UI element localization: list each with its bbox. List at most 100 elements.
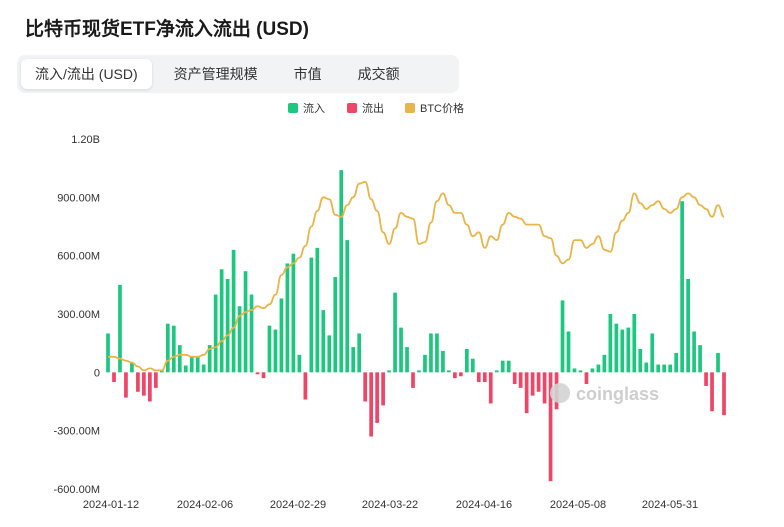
inflow-bar[interactable] (590, 368, 595, 373)
inflow-bar[interactable] (237, 306, 242, 373)
inflow-bar[interactable] (680, 201, 684, 373)
inflow-bar[interactable] (602, 354, 607, 373)
outflow-bar[interactable] (369, 372, 373, 437)
inflow-bar[interactable] (297, 354, 302, 373)
inflow-bar[interactable] (165, 323, 170, 373)
inflow-bar[interactable] (118, 284, 122, 373)
inflow-bar[interactable] (213, 294, 218, 373)
inflow-bar[interactable] (644, 362, 649, 373)
inflow-bar[interactable] (285, 263, 290, 373)
legend-label-outflow[interactable]: 流出 (362, 101, 384, 115)
outflow-bar[interactable] (136, 372, 140, 392)
inflow-bar[interactable] (183, 365, 188, 373)
inflow-bar[interactable] (506, 360, 511, 373)
inflow-bar[interactable] (638, 349, 643, 373)
inflow-bar[interactable] (441, 350, 445, 373)
outflow-bar[interactable] (255, 372, 260, 375)
legend-swatch-inflow[interactable] (288, 103, 298, 113)
inflow-bar[interactable] (327, 335, 332, 373)
inflow-bar[interactable] (578, 370, 583, 373)
inflow-bar[interactable] (417, 370, 421, 373)
inflow-bar[interactable] (130, 362, 134, 373)
inflow-bar[interactable] (231, 249, 236, 373)
legend-label-inflow[interactable]: 流入 (303, 101, 325, 115)
inflow-bar[interactable] (339, 170, 344, 373)
inflow-bar[interactable] (608, 314, 613, 373)
outflow-bar[interactable] (530, 372, 535, 396)
inflow-bar[interactable] (207, 345, 212, 373)
inflow-bar[interactable] (405, 347, 409, 373)
inflow-bar[interactable] (249, 294, 254, 373)
outflow-bar[interactable] (303, 372, 308, 400)
inflow-bar[interactable] (500, 360, 505, 373)
outflow-bar[interactable] (704, 372, 708, 386)
inflow-bar[interactable] (351, 347, 356, 373)
outflow-bar[interactable] (524, 372, 529, 414)
inflow-bar[interactable] (626, 327, 631, 373)
inflow-bar[interactable] (464, 349, 469, 373)
inflow-bar[interactable] (171, 325, 176, 373)
outflow-bar[interactable] (153, 372, 158, 388)
legend-label-btc-price[interactable]: BTC价格 (420, 101, 464, 115)
outflow-bar[interactable] (584, 372, 589, 384)
tab-inflow-outflow[interactable]: 流入/流出 (USD) (21, 59, 152, 89)
inflow-bar[interactable] (429, 333, 433, 373)
inflow-bar[interactable] (393, 292, 397, 373)
outflow-bar[interactable] (459, 372, 463, 377)
inflow-bar[interactable] (357, 333, 362, 373)
inflow-bar[interactable] (189, 356, 194, 373)
outflow-bar[interactable] (375, 372, 379, 423)
inflow-bar[interactable] (566, 331, 571, 373)
inflow-bar[interactable] (447, 370, 451, 373)
inflow-bar[interactable] (267, 325, 272, 373)
inflow-bar[interactable] (219, 269, 224, 373)
inflow-bar[interactable] (560, 300, 565, 373)
outflow-bar[interactable] (124, 372, 128, 398)
inflow-bar[interactable] (225, 279, 230, 373)
legend-swatch-btc-price[interactable] (405, 103, 415, 113)
outflow-bar[interactable] (710, 372, 714, 412)
inflow-bar[interactable] (692, 331, 696, 373)
inflow-bar[interactable] (572, 368, 577, 373)
outflow-bar[interactable] (722, 372, 726, 416)
outflow-bar[interactable] (363, 372, 368, 402)
inflow-bar[interactable] (106, 333, 110, 373)
outflow-bar[interactable] (148, 372, 152, 402)
outflow-bar[interactable] (548, 372, 553, 482)
outflow-bar[interactable] (112, 372, 116, 383)
inflow-bar[interactable] (686, 279, 690, 373)
inflow-bar[interactable] (620, 329, 625, 373)
inflow-bar[interactable] (333, 277, 338, 373)
inflow-bar[interactable] (698, 345, 702, 373)
inflow-bar[interactable] (195, 356, 200, 373)
legend-swatch-outflow[interactable] (347, 103, 357, 113)
inflow-bar[interactable] (243, 271, 248, 373)
inflow-bar[interactable] (387, 370, 391, 373)
outflow-bar[interactable] (476, 372, 481, 383)
inflow-bar[interactable] (399, 327, 403, 373)
tab-volume[interactable]: 成交额 (357, 66, 400, 82)
inflow-bar[interactable] (650, 333, 655, 373)
outflow-bar[interactable] (512, 372, 517, 384)
inflow-bar[interactable] (470, 358, 475, 373)
inflow-bar[interactable] (668, 364, 673, 373)
inflow-bar[interactable] (614, 323, 619, 373)
tab-market-cap[interactable]: 市值 (293, 66, 322, 82)
outflow-bar[interactable] (142, 372, 146, 396)
inflow-bar[interactable] (273, 329, 278, 373)
inflow-bar[interactable] (435, 333, 439, 373)
inflow-bar[interactable] (177, 345, 182, 373)
outflow-bar[interactable] (518, 372, 523, 388)
outflow-bar[interactable] (488, 372, 493, 404)
inflow-bar[interactable] (309, 257, 314, 373)
inflow-bar[interactable] (662, 364, 667, 373)
inflow-bar[interactable] (279, 298, 284, 373)
inflow-bar[interactable] (345, 240, 350, 373)
inflow-bar[interactable] (201, 364, 206, 373)
outflow-bar[interactable] (536, 372, 541, 392)
inflow-bar[interactable] (674, 352, 679, 373)
outflow-bar[interactable] (542, 372, 547, 404)
tab-aum[interactable]: 资产管理规模 (173, 66, 258, 82)
inflow-bar[interactable] (716, 352, 720, 373)
inflow-bar[interactable] (494, 370, 499, 373)
